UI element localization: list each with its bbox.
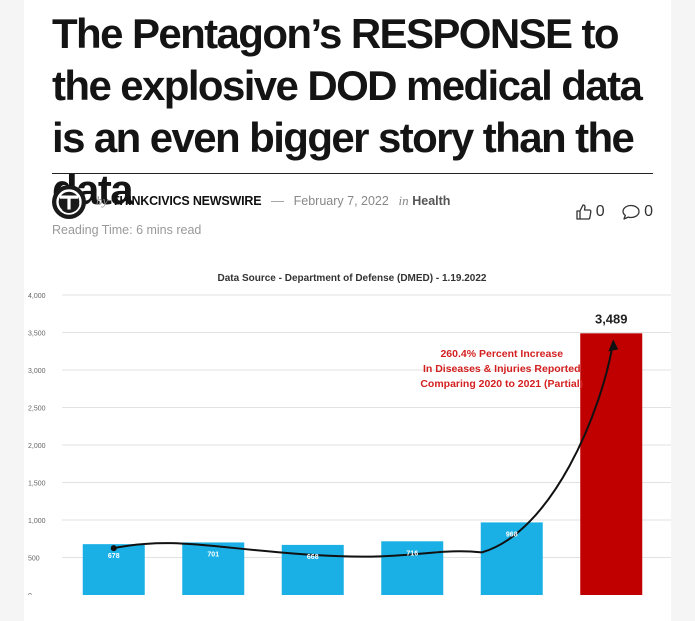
chart-svg: Data Source - Department of Defense (DME… xyxy=(28,273,671,595)
bar xyxy=(381,541,444,595)
annotation-line: 260.4% Percent Increase xyxy=(440,348,563,360)
right-gutter xyxy=(671,0,695,621)
byline-dash: — xyxy=(271,193,285,208)
thinkcivics-logo-icon[interactable] xyxy=(52,185,86,219)
engagement-counts: 0 0 xyxy=(563,203,653,226)
trend-curve xyxy=(113,341,615,558)
chart-annotation: 260.4% Percent Increase In Diseases & Inj… xyxy=(420,348,583,390)
trend-start-dot xyxy=(110,545,117,552)
y-tick-label: 0 xyxy=(28,593,32,595)
speech-bubble-icon xyxy=(622,204,640,220)
bar xyxy=(82,544,145,595)
y-tick-label: 1,500 xyxy=(28,481,46,488)
trend-arrowhead xyxy=(608,339,619,352)
like-count: 0 xyxy=(595,203,605,220)
like-button[interactable]: 0 xyxy=(575,203,605,221)
byline: by THINKCIVICS NEWSWIRE — February 7, 20… xyxy=(52,185,653,245)
title-divider xyxy=(52,173,653,174)
dmed-chart: Data Source - Department of Defense (DME… xyxy=(24,265,671,595)
y-tick-label: 3,000 xyxy=(28,368,46,375)
chart-bars xyxy=(82,333,643,595)
post-date: February 7, 2022 xyxy=(293,194,389,208)
author-link[interactable]: THINKCIVICS NEWSWIRE xyxy=(111,194,262,208)
y-tick-label: 4,000 xyxy=(28,293,46,300)
data-label: 701 xyxy=(207,551,219,558)
y-tick-label: 2,500 xyxy=(28,406,46,413)
data-labels: 678 701 668 716 968 3,489 xyxy=(108,311,628,561)
bar xyxy=(480,522,543,595)
y-axis-ticks: 0 500 1,000 1,500 2,000 2,500 3,000 3,500 4,000 xyxy=(28,293,46,595)
y-tick-label: 500 xyxy=(28,556,40,563)
thumbs-up-icon xyxy=(576,204,592,220)
data-label: 3,489 xyxy=(595,311,628,326)
y-tick-label: 2,000 xyxy=(28,443,46,450)
annotation-line: In Diseases & Injuries Reported xyxy=(423,363,581,375)
chart-grid xyxy=(62,294,671,558)
data-label: 668 xyxy=(307,554,319,561)
bar xyxy=(182,542,245,595)
data-label: 678 xyxy=(108,553,120,560)
y-tick-label: 3,500 xyxy=(28,331,46,338)
byline-by: by xyxy=(96,193,109,208)
byline-in: in xyxy=(398,193,409,208)
category-link[interactable]: Health xyxy=(412,194,451,208)
left-gutter xyxy=(0,0,24,621)
data-label: 968 xyxy=(506,531,518,538)
data-label: 716 xyxy=(406,550,418,557)
y-tick-label: 1,000 xyxy=(28,518,46,525)
chart-title: Data Source - Department of Defense (DME… xyxy=(218,273,487,284)
comment-count: 0 xyxy=(644,203,653,220)
bar xyxy=(580,333,643,595)
reading-time: Reading Time: 6 mins read xyxy=(52,223,202,237)
annotation-line: Comparing 2020 to 2021 (Partial) xyxy=(420,378,583,390)
byline-meta: by THINKCIVICS NEWSWIRE — February 7, 20… xyxy=(96,193,450,209)
comment-button[interactable]: 0 xyxy=(621,203,653,221)
